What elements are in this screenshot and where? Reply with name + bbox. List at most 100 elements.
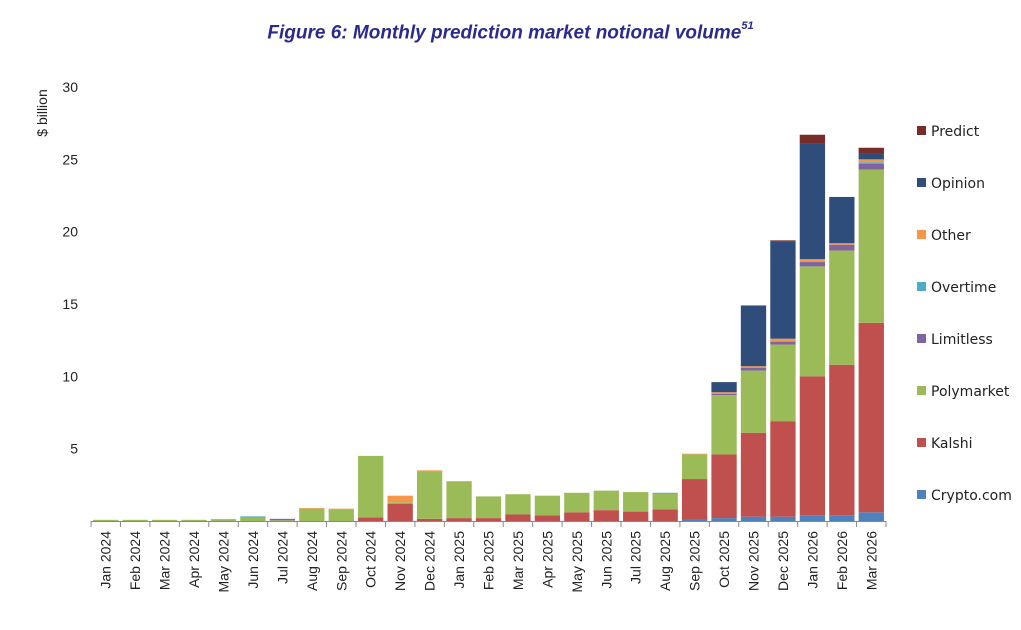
bar-segment bbox=[652, 509, 678, 521]
legend-label: Other bbox=[931, 228, 971, 244]
x-tick-label: Jan 2025 bbox=[451, 531, 467, 589]
bar-segment bbox=[799, 515, 826, 521]
bar-segment bbox=[652, 492, 678, 494]
legend: Predict Opinion Other Overtime Limitless Poly… bbox=[917, 124, 1012, 504]
bar-segment bbox=[711, 454, 737, 519]
x-tick-label: Sep 2025 bbox=[687, 531, 703, 591]
bar-segment bbox=[299, 508, 325, 521]
x-tick-label: Oct 2025 bbox=[716, 531, 732, 588]
bar-segment bbox=[299, 507, 325, 509]
bar-segment bbox=[593, 510, 619, 521]
x-tick-label: Aug 2025 bbox=[657, 531, 673, 591]
bar-segment bbox=[358, 455, 384, 518]
bar-segment bbox=[151, 519, 178, 521]
x-tick-label: Jun 2024 bbox=[245, 531, 261, 589]
figure-title-text: Figure 6: Monthly prediction market noti… bbox=[267, 22, 742, 44]
bar-segment bbox=[505, 494, 531, 515]
bar-segment bbox=[623, 511, 649, 521]
y-tick-label: 30 bbox=[62, 79, 78, 95]
y-tick-label: 15 bbox=[62, 296, 78, 312]
x-tick-label: Apr 2025 bbox=[539, 531, 555, 588]
bar-segment bbox=[387, 503, 413, 521]
y-tick-label: 10 bbox=[62, 368, 78, 384]
legend-swatch bbox=[917, 438, 926, 447]
bar-segment bbox=[416, 518, 443, 521]
legend-label: Kalshi bbox=[931, 436, 972, 452]
bar-segment bbox=[799, 259, 826, 263]
bar-segment bbox=[858, 153, 884, 160]
bar-segment bbox=[240, 516, 266, 518]
x-tick-label: Dec 2025 bbox=[775, 531, 791, 591]
bar-segment bbox=[681, 479, 708, 520]
y-axis: 5 10 15 20 25 30 bbox=[62, 79, 78, 457]
bar-segment bbox=[711, 395, 737, 455]
bar-segment bbox=[681, 519, 708, 521]
x-tick-label: Feb 2025 bbox=[481, 531, 497, 590]
bar-segment bbox=[681, 454, 708, 480]
x-tick-label: Sep 2024 bbox=[333, 531, 349, 591]
y-tick-label: 25 bbox=[62, 151, 78, 167]
bar-segment bbox=[770, 421, 796, 517]
bar-segment bbox=[269, 520, 296, 521]
legend-label: Predict bbox=[931, 124, 980, 140]
bar-segment bbox=[534, 515, 561, 521]
bar-segment bbox=[858, 162, 884, 164]
figure-title: Figure 6: Monthly prediction market noti… bbox=[0, 20, 1021, 44]
bar-segment bbox=[269, 518, 296, 521]
bar-segment bbox=[770, 338, 796, 342]
bars bbox=[93, 134, 884, 521]
bar-segment bbox=[829, 515, 855, 521]
x-tick-label: Mar 2025 bbox=[510, 531, 526, 590]
bar-segment bbox=[829, 250, 855, 365]
bar-segment bbox=[564, 512, 590, 521]
bar-segment bbox=[564, 492, 590, 513]
bar-segment bbox=[475, 496, 502, 519]
bar-segment bbox=[858, 322, 884, 513]
bar-segment bbox=[740, 366, 767, 368]
bar-segment bbox=[799, 262, 826, 267]
bar-segment bbox=[623, 492, 649, 512]
legend-label: Polymarket bbox=[931, 384, 1010, 400]
x-tick-label: Aug 2024 bbox=[304, 531, 320, 591]
bar-segment bbox=[652, 493, 678, 510]
bar-segment bbox=[770, 344, 796, 422]
bar-segment bbox=[858, 163, 884, 170]
bar-segment bbox=[740, 370, 767, 433]
legend-label: Opinion bbox=[931, 176, 985, 192]
bar-segment bbox=[740, 516, 767, 521]
bar-segment bbox=[328, 509, 354, 521]
legend-swatch bbox=[917, 178, 926, 187]
bar-segment bbox=[711, 393, 737, 396]
bar-segment bbox=[416, 471, 443, 519]
figure-title-footnote: 51 bbox=[741, 20, 754, 32]
bar-segment bbox=[446, 518, 472, 521]
bar-segment bbox=[829, 364, 855, 516]
bar-segment bbox=[475, 518, 502, 521]
bar-segment bbox=[534, 495, 561, 516]
legend-swatch bbox=[917, 490, 926, 499]
x-tick-label: Dec 2024 bbox=[422, 531, 438, 591]
legend-label: Crypto.com bbox=[931, 488, 1012, 504]
x-tick-label: Jul 2025 bbox=[628, 531, 644, 584]
bar-segment bbox=[446, 481, 472, 519]
bar-segment bbox=[770, 341, 796, 345]
x-tick-label: Nov 2024 bbox=[392, 531, 408, 591]
bar-segment bbox=[505, 514, 531, 521]
bar-segment bbox=[858, 159, 884, 163]
bar-segment bbox=[829, 196, 855, 244]
bar-segment bbox=[681, 453, 708, 455]
bar-segment bbox=[181, 519, 207, 521]
x-tick-label: Apr 2024 bbox=[186, 531, 202, 588]
bar-segment bbox=[770, 241, 796, 339]
x-tick-label: Mar 2026 bbox=[863, 531, 879, 590]
bar-segment bbox=[740, 367, 767, 371]
bar-segment bbox=[387, 495, 413, 503]
bar-segment bbox=[799, 266, 826, 377]
bar-segment bbox=[740, 305, 767, 367]
legend-swatch bbox=[917, 126, 926, 135]
bar-segment bbox=[799, 143, 826, 260]
x-tick-label: Jan 2024 bbox=[98, 531, 114, 589]
bar-segment bbox=[858, 512, 884, 521]
bar-segment bbox=[387, 502, 413, 504]
